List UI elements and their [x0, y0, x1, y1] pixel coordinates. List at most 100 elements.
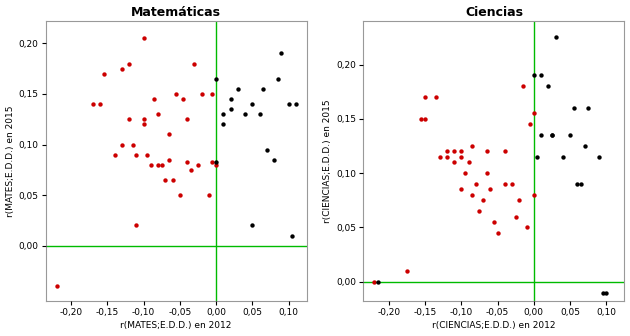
Point	[211, 159, 221, 164]
Point	[207, 91, 217, 97]
Point	[547, 132, 557, 138]
Point	[551, 35, 561, 40]
Point	[601, 290, 611, 295]
Point	[124, 117, 134, 122]
Point	[442, 149, 452, 154]
Point	[276, 51, 286, 56]
Point	[507, 181, 517, 187]
Point	[543, 84, 553, 89]
Point	[128, 142, 138, 147]
Point	[431, 94, 441, 100]
Point	[373, 279, 383, 285]
Point	[464, 160, 474, 165]
Point	[139, 117, 149, 122]
Point	[186, 167, 196, 172]
Point	[261, 147, 272, 152]
Point	[218, 112, 228, 117]
Point	[518, 84, 528, 89]
Point	[168, 177, 178, 183]
Point	[456, 187, 466, 192]
Point	[258, 86, 268, 92]
Point	[529, 111, 539, 116]
Point	[95, 101, 105, 107]
Point	[565, 132, 575, 138]
Point	[226, 107, 236, 112]
Point	[153, 162, 163, 167]
Point	[175, 193, 185, 198]
Point	[52, 284, 62, 289]
Point	[594, 154, 604, 160]
Point	[569, 105, 579, 111]
Point	[139, 36, 149, 41]
Point	[273, 76, 283, 81]
Point	[529, 192, 539, 198]
Point	[547, 132, 557, 138]
X-axis label: r(MATES;E.D.D.) en 2012: r(MATES;E.D.D.) en 2012	[120, 322, 232, 330]
Point	[171, 91, 181, 97]
Point	[88, 101, 98, 107]
Point	[460, 170, 470, 176]
Point	[226, 96, 236, 102]
Point	[211, 76, 221, 81]
Point	[467, 143, 478, 149]
Point	[572, 181, 582, 187]
Point	[449, 160, 459, 165]
Point	[193, 162, 203, 167]
Point	[489, 219, 499, 225]
Point	[576, 181, 586, 187]
Point	[442, 154, 452, 160]
Point	[146, 162, 156, 167]
Point	[287, 233, 297, 238]
Point	[583, 105, 593, 111]
Point	[435, 154, 445, 160]
Point	[416, 116, 427, 122]
Point	[211, 162, 221, 167]
Point	[189, 61, 199, 66]
Point	[291, 101, 301, 107]
Point	[456, 154, 466, 160]
Point	[153, 112, 163, 117]
Point	[178, 96, 188, 102]
Point	[247, 101, 257, 107]
Point	[182, 159, 192, 164]
Title: Matemáticas: Matemáticas	[131, 6, 221, 18]
Point	[164, 132, 174, 137]
Point	[500, 149, 510, 154]
Point	[207, 159, 217, 164]
Point	[197, 91, 207, 97]
Point	[529, 73, 539, 78]
Point	[99, 71, 109, 76]
Point	[240, 112, 250, 117]
Point	[456, 149, 466, 154]
Point	[467, 192, 478, 198]
Point	[471, 181, 481, 187]
Point	[482, 170, 492, 176]
Point	[420, 116, 430, 122]
Point	[139, 122, 149, 127]
Point	[232, 86, 243, 92]
Point	[449, 149, 459, 154]
Point	[203, 193, 214, 198]
Point	[402, 268, 412, 274]
Point	[110, 152, 120, 157]
Point	[149, 96, 159, 102]
Point	[478, 198, 488, 203]
Point	[536, 132, 546, 138]
Point	[420, 94, 430, 100]
Point	[558, 154, 568, 160]
Point	[142, 152, 152, 157]
Point	[117, 66, 127, 71]
Point	[160, 177, 170, 183]
Point	[598, 290, 608, 295]
Point	[164, 157, 174, 162]
Point	[284, 101, 294, 107]
Point	[482, 149, 492, 154]
Point	[131, 223, 141, 228]
Point	[131, 152, 141, 157]
Point	[536, 73, 546, 78]
Title: Ciencias: Ciencias	[465, 6, 523, 18]
Point	[493, 230, 503, 236]
Point	[485, 187, 495, 192]
Point	[532, 154, 542, 160]
Point	[124, 61, 134, 66]
